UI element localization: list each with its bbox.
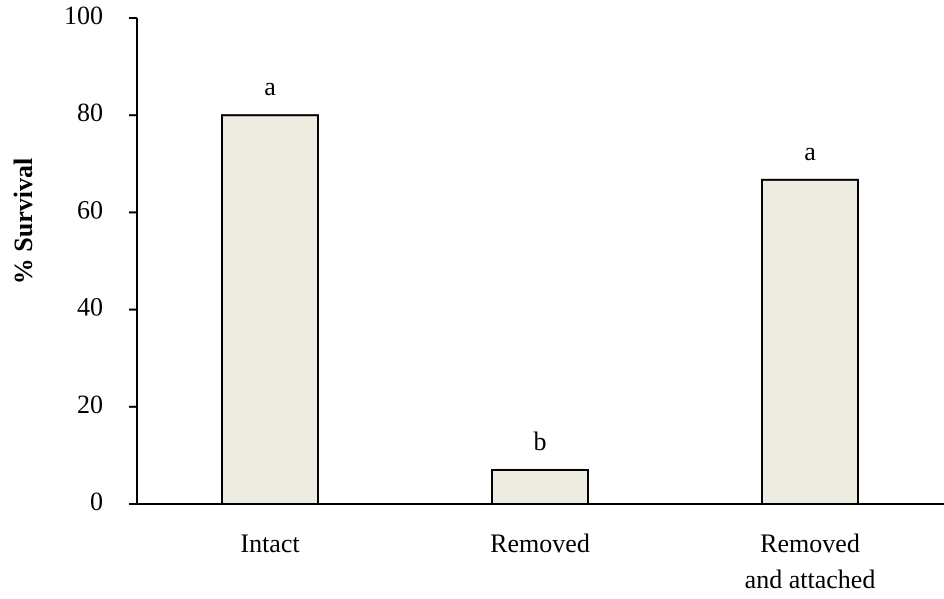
- bar: [491, 468, 589, 506]
- significance-label: b: [534, 427, 547, 456]
- labels: a Intact b Removed a Removed and attached: [240, 72, 875, 594]
- x-category-label: Removed and attached: [745, 529, 876, 594]
- significance-label: a: [804, 137, 816, 166]
- x-category-label: Removed: [490, 529, 590, 558]
- y-axis-label: % Survival: [9, 158, 38, 284]
- bar: [761, 178, 859, 505]
- y-tick-label: 60: [77, 195, 103, 224]
- bar: [221, 114, 319, 505]
- y-tick-label: 20: [77, 390, 103, 419]
- y-tick-label: 100: [64, 1, 103, 30]
- y-tick-label: 0: [90, 487, 103, 516]
- significance-label: a: [264, 72, 276, 101]
- bars: [221, 114, 859, 506]
- y-tick-label: 40: [77, 293, 103, 322]
- y-tick-label: 80: [77, 98, 103, 127]
- x-category-label: Intact: [240, 529, 300, 558]
